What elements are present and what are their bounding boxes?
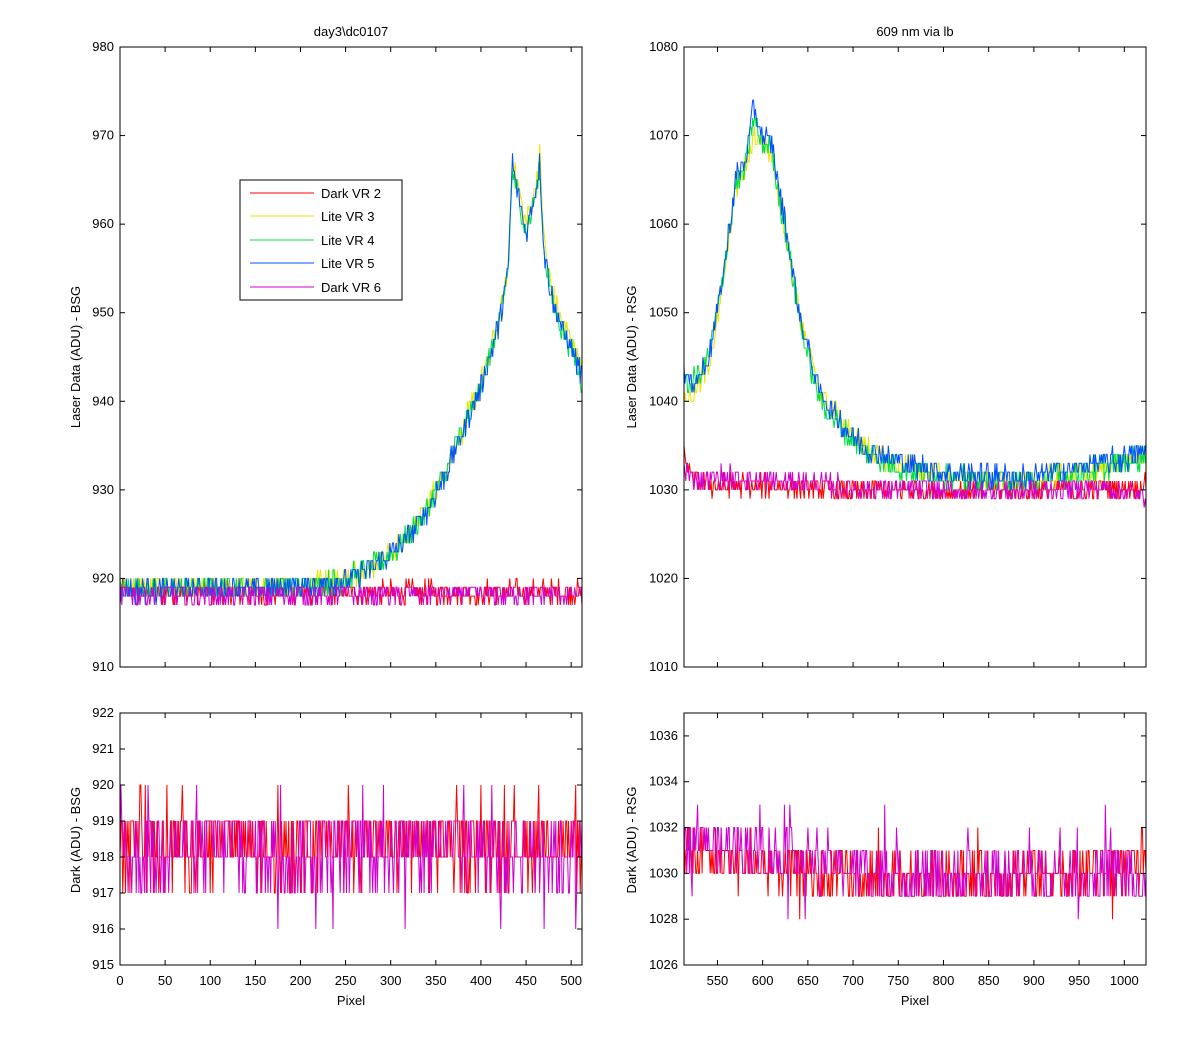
legend-label: Lite VR 5: [321, 256, 374, 271]
y-tick-label: 1032: [649, 820, 678, 835]
panel-top-left-title: day3\dc0107: [314, 24, 388, 39]
x-tick-label: 150: [245, 973, 267, 988]
legend-entry: Lite VR 3: [250, 209, 374, 224]
legend-label: Dark VR 2: [321, 186, 381, 201]
legend-entry: Dark VR 6: [250, 280, 381, 295]
legend-label: Lite VR 3: [321, 209, 374, 224]
y-tick-label: 1030: [649, 482, 678, 497]
legend-label: Dark VR 6: [321, 280, 381, 295]
y-tick-label: 930: [92, 482, 114, 497]
y-tick-label: 920: [92, 570, 114, 585]
y-tick-label: 920: [92, 777, 114, 792]
panel-top-right-ylabel: Laser Data (ADU) - RSG: [624, 285, 639, 428]
x-tick-label: 900: [1023, 973, 1045, 988]
panel-bottom-right-xlabel: Pixel: [901, 993, 929, 1008]
y-tick-label: 1026: [649, 957, 678, 972]
x-tick-label: 200: [290, 973, 312, 988]
bottom-left-plot-area: [120, 784, 582, 930]
top-right-plot-area: [684, 99, 1146, 508]
y-tick-label: 910: [92, 659, 114, 674]
x-tick-label: 350: [425, 973, 447, 988]
x-tick-label: 600: [752, 973, 774, 988]
x-tick-label: 500: [560, 973, 582, 988]
panel-bottom-left-ylabel: Dark (ADU) - BSG: [68, 787, 83, 893]
y-tick-label: 1030: [649, 865, 678, 880]
panel-bottom-right: Pixel Dark (ADU) - RSG 550 600 650 700 750 80…: [624, 712, 1147, 1008]
bottom-left-axes-box: [119, 712, 583, 966]
y-tick-label: 917: [92, 885, 114, 900]
x-tick-label: 1000: [1110, 973, 1139, 988]
x-tick-label: 300: [380, 973, 402, 988]
y-tick-label: 940: [92, 393, 114, 408]
x-tick-label: 400: [470, 973, 492, 988]
y-tick-label: 922: [92, 705, 114, 720]
x-tick-label: 100: [199, 973, 221, 988]
x-tick-label: 800: [933, 973, 955, 988]
x-tick-label: 750: [887, 973, 909, 988]
panel-top-left: day3\dc0107 Laser Data (ADU) - BSG 910 92…: [68, 24, 583, 674]
y-tick-label: 918: [92, 849, 114, 864]
y-tick-label: 1050: [649, 305, 678, 320]
y-tick-label: 1020: [649, 570, 678, 585]
panel-bottom-right-ylabel: Dark (ADU) - RSG: [624, 787, 639, 894]
x-tick-label: 50: [158, 973, 172, 988]
x-tick-label: 0: [116, 973, 123, 988]
y-tick-label: 970: [92, 128, 114, 143]
legend: Dark VR 2 Lite VR 3 Lite VR 4 Lite VR 5 …: [239, 179, 403, 301]
y-tick-label: 950: [92, 305, 114, 320]
y-tick-label: 915: [92, 957, 114, 972]
legend-entry: Dark VR 2: [250, 186, 381, 201]
y-tick-label: 980: [92, 39, 114, 54]
panel-top-right: 609 nm via lb Laser Data (ADU) - RSG 101…: [624, 24, 1147, 674]
y-tick-label: 921: [92, 741, 114, 756]
legend-entry: Lite VR 4: [250, 233, 374, 248]
bottom-right-axes-box: [683, 712, 1147, 966]
panel-bottom-left: Pixel Dark (ADU) - BSG 0 50 100 150 200 250 30…: [68, 705, 583, 1008]
top-left-plot-area: [120, 144, 582, 606]
x-tick-label: 450: [515, 973, 537, 988]
y-tick-label: 1040: [649, 393, 678, 408]
bottom-right-plot-area: [684, 804, 1146, 920]
series-line-dark-vr-6: [120, 784, 582, 930]
top-right-axes-box: [683, 46, 1147, 668]
series-line-lite-vr-5: [684, 99, 1146, 491]
x-tick-label: 950: [1068, 973, 1090, 988]
x-tick-label: 850: [978, 973, 1000, 988]
y-tick-label: 1060: [649, 216, 678, 231]
y-tick-label: 1034: [649, 774, 678, 789]
y-tick-label: 1028: [649, 911, 678, 926]
y-tick-label: 919: [92, 813, 114, 828]
y-tick-label: 1036: [649, 728, 678, 743]
x-tick-label: 700: [842, 973, 864, 988]
y-tick-label: 1080: [649, 39, 678, 54]
series-line-dark-vr-6: [684, 804, 1146, 920]
x-tick-label: 650: [797, 973, 819, 988]
y-tick-label: 916: [92, 921, 114, 936]
legend-entry: Lite VR 5: [250, 256, 374, 271]
series-line-dark-vr-6: [120, 586, 582, 606]
panel-top-right-title: 609 nm via lb: [876, 24, 953, 39]
y-tick-label: 1010: [649, 659, 678, 674]
x-tick-label: 550: [707, 973, 729, 988]
panel-top-left-ylabel: Laser Data (ADU) - BSG: [68, 286, 83, 428]
series-line-dark-vr-6: [684, 462, 1146, 508]
top-left-axes-box: [119, 46, 583, 668]
panel-bottom-left-xlabel: Pixel: [337, 993, 365, 1008]
y-tick-label: 1070: [649, 128, 678, 143]
legend-label: Lite VR 4: [321, 233, 374, 248]
x-tick-label: 250: [335, 973, 357, 988]
y-tick-label: 960: [92, 216, 114, 231]
